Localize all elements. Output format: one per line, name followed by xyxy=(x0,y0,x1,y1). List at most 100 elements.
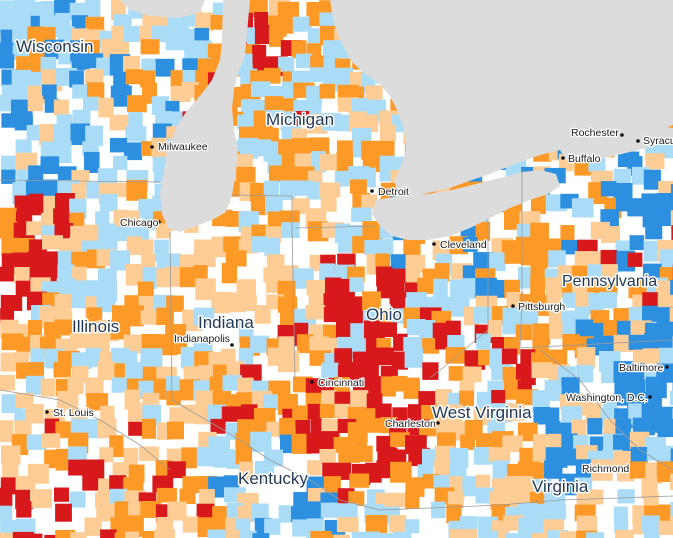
city-labels: Milwaukee Chicago Detroit Cleveland Roch… xyxy=(52,126,673,477)
county-cell xyxy=(280,309,297,330)
county-cell xyxy=(207,43,225,58)
county-cell xyxy=(671,225,673,246)
county-cell xyxy=(237,419,254,437)
county-cell xyxy=(156,307,174,325)
county-cell xyxy=(502,319,517,335)
county-cell xyxy=(277,1,299,18)
county-cell xyxy=(615,529,634,538)
county-cell xyxy=(655,207,672,226)
county-cell xyxy=(616,320,632,336)
county-cell xyxy=(222,375,243,391)
county-cell xyxy=(109,475,126,490)
county-cell xyxy=(195,278,216,300)
county-cell xyxy=(349,277,364,293)
county-cell xyxy=(434,460,451,477)
city-label-milwaukee: Milwaukee xyxy=(158,141,208,153)
county-cell xyxy=(251,236,268,253)
county-cell xyxy=(26,221,43,236)
county-cell xyxy=(405,490,420,509)
county-cell xyxy=(39,124,57,146)
county-cell xyxy=(310,530,332,538)
county-cell xyxy=(391,351,408,370)
county-cell xyxy=(123,447,139,465)
county-cell xyxy=(658,181,673,197)
county-cell xyxy=(390,254,406,272)
county-cell xyxy=(375,347,394,366)
county-cell xyxy=(281,222,300,238)
county-cell xyxy=(576,364,594,383)
county-cell xyxy=(449,529,465,538)
county-cell xyxy=(54,487,69,502)
county-cell xyxy=(167,421,184,440)
county-cell xyxy=(294,153,312,169)
county-cell xyxy=(268,380,291,398)
county-cell xyxy=(476,391,491,410)
county-cell xyxy=(295,53,313,69)
city-dot-washington-dc xyxy=(648,395,652,399)
county-cell xyxy=(110,250,131,271)
county-cell xyxy=(265,194,283,215)
county-cell xyxy=(333,377,350,394)
city-label-syracuse: Syracu xyxy=(643,135,673,147)
county-cell xyxy=(504,249,526,264)
county-cell xyxy=(376,533,397,538)
county-cell xyxy=(515,324,533,341)
county-cell xyxy=(375,322,397,338)
county-cell xyxy=(658,520,673,535)
city-dot-milwaukee xyxy=(150,145,154,149)
county-cell xyxy=(505,533,522,538)
county-cell xyxy=(124,142,143,161)
county-cell xyxy=(305,99,322,114)
county-cell xyxy=(127,95,147,113)
city-label-washington-dc: Washington, D.C. xyxy=(566,392,648,404)
county-cell xyxy=(560,225,575,241)
county-cell xyxy=(85,0,101,21)
county-cell xyxy=(600,249,618,267)
county-cell xyxy=(502,367,521,384)
county-cell xyxy=(100,194,118,212)
county-cell xyxy=(109,137,127,153)
county-cell xyxy=(336,336,352,352)
county-cell xyxy=(577,239,598,255)
county-cell xyxy=(264,518,281,535)
county-cell xyxy=(277,280,296,298)
county-cell xyxy=(1,169,16,184)
county-cell xyxy=(294,111,310,126)
county-cell xyxy=(520,249,538,266)
county-cell xyxy=(140,348,163,369)
county-cell xyxy=(548,250,566,268)
county-cell xyxy=(167,501,187,521)
county-cell xyxy=(587,489,604,505)
county-cell xyxy=(28,165,44,185)
county-cell xyxy=(670,254,673,273)
county-cell xyxy=(323,476,341,494)
county-cell xyxy=(137,239,154,255)
county-cell xyxy=(251,503,269,522)
county-cell xyxy=(587,418,603,435)
county-cell xyxy=(292,519,307,537)
county-cell xyxy=(223,236,241,252)
county-cell xyxy=(250,335,270,353)
county-cell xyxy=(505,403,525,421)
county-cell xyxy=(306,432,324,454)
city-dots xyxy=(45,133,669,470)
county-cell xyxy=(97,418,117,439)
county-cell xyxy=(221,406,242,422)
county-cell xyxy=(44,534,60,538)
county-cell xyxy=(252,533,270,538)
county-cell xyxy=(629,235,645,251)
county-cell xyxy=(180,347,197,369)
county-cell xyxy=(40,378,56,397)
state-label-illinois: Illinois xyxy=(72,317,119,336)
county-cell xyxy=(268,26,284,47)
county-cell xyxy=(571,198,594,218)
county-cell xyxy=(645,153,665,170)
county-cell xyxy=(237,505,255,523)
county-cell xyxy=(25,404,44,424)
county-cell xyxy=(435,333,451,350)
county-cell xyxy=(319,182,341,198)
county-cell xyxy=(351,207,372,222)
county-cell xyxy=(518,517,539,532)
city-dot-pittsburgh xyxy=(511,304,515,308)
county-cell xyxy=(111,25,129,42)
